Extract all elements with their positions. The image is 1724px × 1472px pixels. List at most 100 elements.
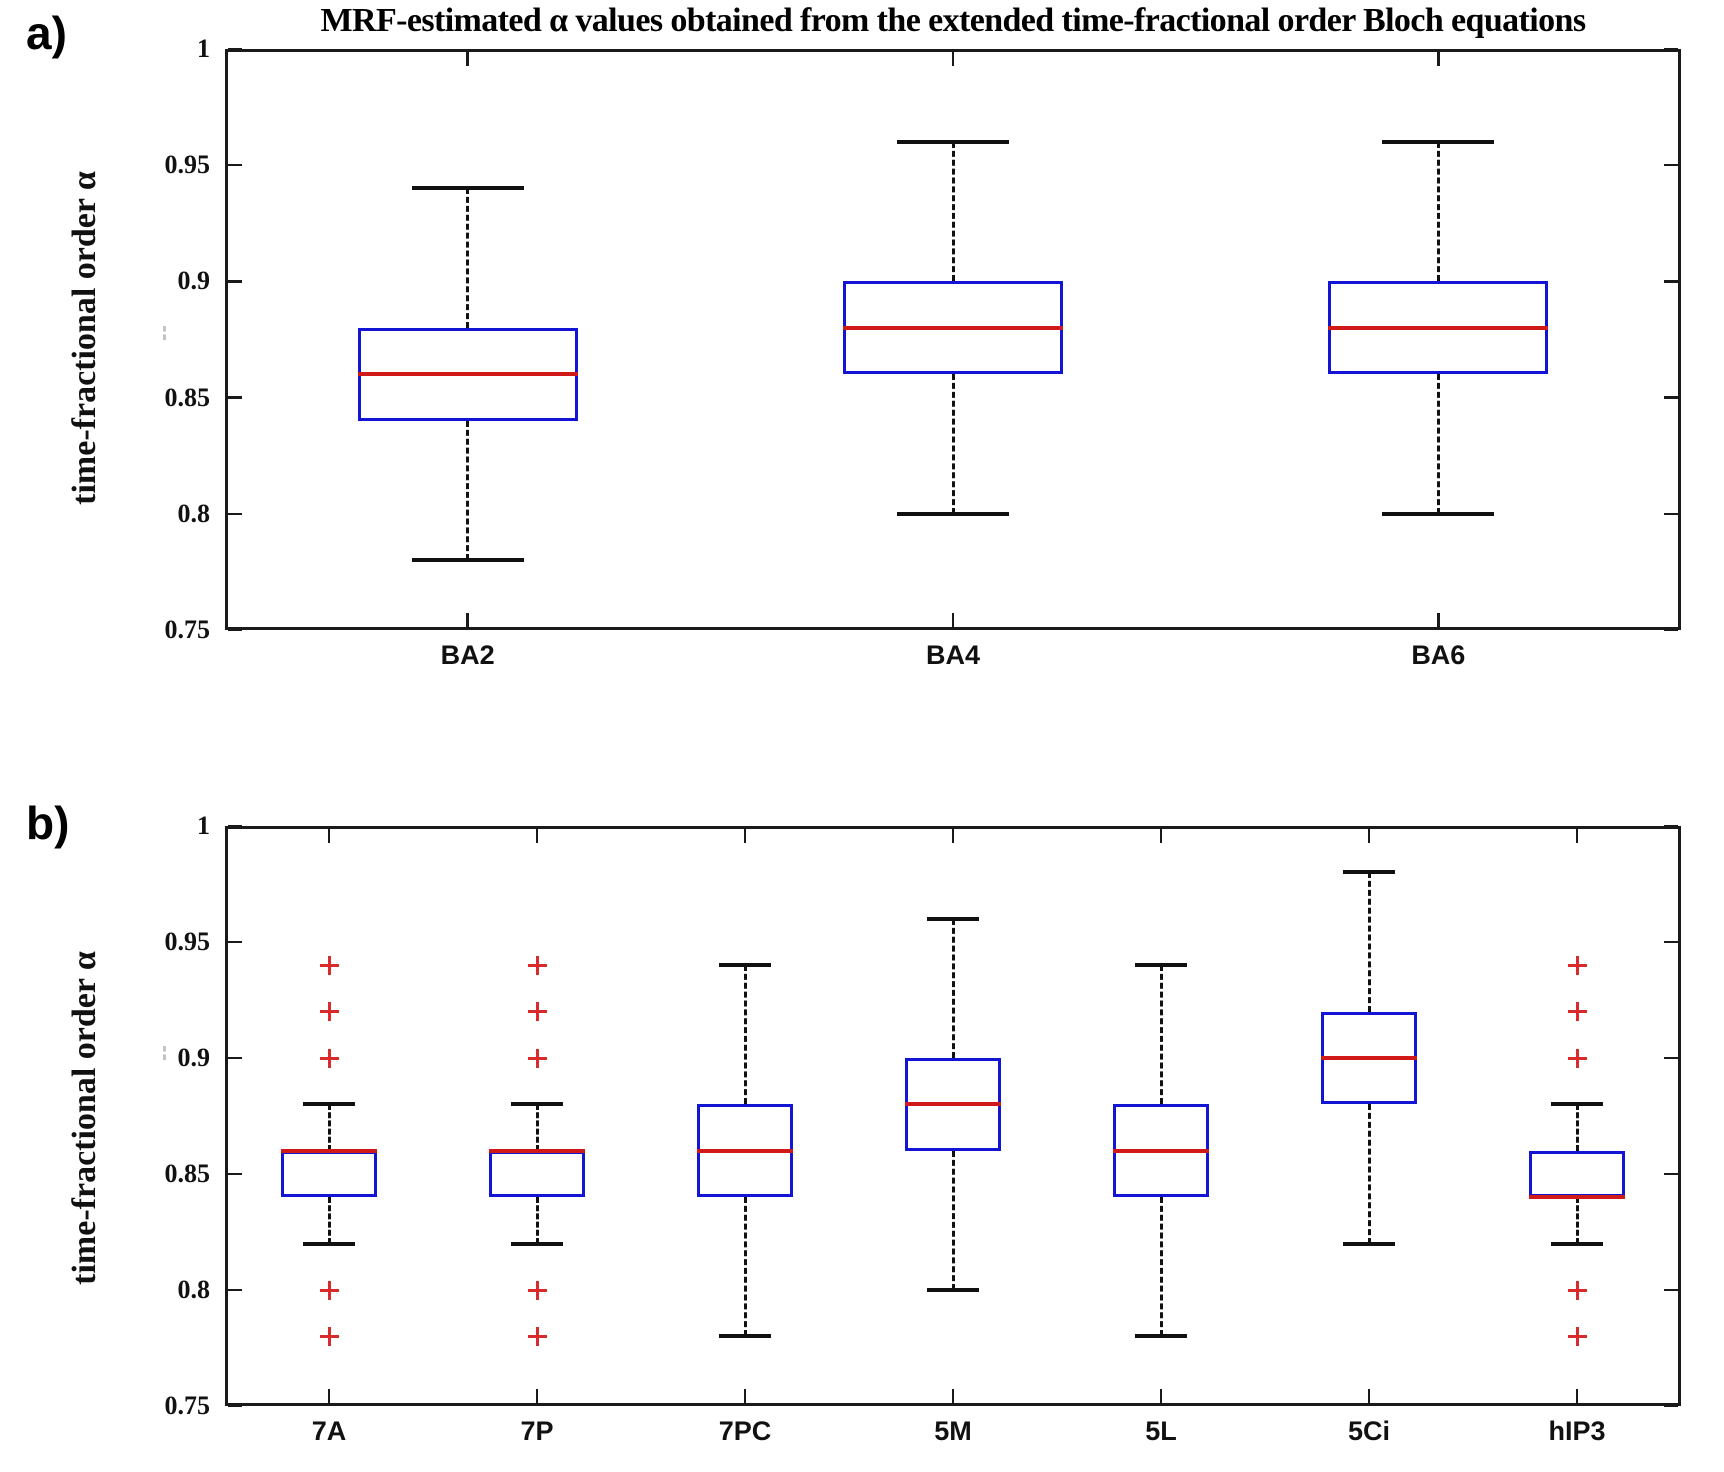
panel-b-outlier-marker-7A-0.8 — [319, 1280, 339, 1300]
panel-b-y-tick-label: 0.9 — [177, 1043, 211, 1072]
panel-a-y-tick-label: 0.9 — [177, 266, 211, 296]
panel-a-x-tick-top-BA4 — [951, 52, 955, 66]
panel-b-y-tick-left — [228, 940, 242, 944]
outlier-cross-vertical — [1575, 955, 1579, 975]
panel-a-x-tick-top-BA2 — [466, 52, 469, 66]
panel-a-x-category-label-BA6: BA6 — [1411, 640, 1466, 670]
panel-a-label: a) — [26, 7, 67, 59]
panel-b-outlier-marker-7P-0.9 — [527, 1048, 547, 1068]
stray-artifact — [163, 326, 166, 340]
panel-b-y-tick-left — [228, 1404, 242, 1408]
panel-b-lower-whisker-cap-7A — [303, 1241, 355, 1246]
outlier-cross-vertical — [327, 955, 331, 975]
panel-b-outlier-marker-7P-0.92 — [527, 1002, 547, 1022]
panel-b-y-tick-left — [228, 824, 242, 828]
panel-b-x-tick-top-7PC — [743, 829, 747, 843]
panel-b-median-line-7PC — [697, 1148, 793, 1153]
panel-b-outlier-marker-7A-0.78 — [319, 1326, 339, 1346]
panel-b-x-category-label-hIP3: hIP3 — [1548, 1416, 1606, 1446]
panel-b-outlier-marker-7P-0.78 — [527, 1326, 547, 1346]
panel-a-lower-whisker-cap-BA2 — [411, 558, 524, 563]
outlier-cross-vertical — [1575, 1002, 1579, 1022]
panel-b-x-tick-bottom-7A — [327, 1389, 331, 1403]
panel-b-x-tick-bottom-7PC — [743, 1389, 747, 1403]
outlier-cross-vertical — [1575, 1326, 1579, 1346]
panel-b-iqr-box-7P — [489, 1150, 585, 1198]
panel-b-y-tick-label: 0.85 — [164, 1159, 211, 1188]
panel-a-y-tick-left — [228, 280, 242, 283]
panel-b-x-tick-top-5M — [951, 829, 955, 843]
panel-b-outlier-marker-7P-0.94 — [527, 955, 547, 975]
panel-b-upper-whisker-cap-5M — [927, 916, 979, 921]
panel-b-x-tick-bottom-hIP3 — [1575, 1389, 1579, 1403]
panel-b-lower-whisker-7P — [535, 1197, 539, 1244]
panel-b-lower-whisker-cap-5L — [1135, 1334, 1187, 1339]
panel-b-iqr-box-7A — [281, 1150, 377, 1198]
panel-a-lower-whisker-BA4 — [951, 374, 955, 514]
panel-b-lower-whisker-7A — [327, 1197, 331, 1244]
panel-b-outlier-marker-hIP3-0.9 — [1567, 1048, 1587, 1068]
panel-b-upper-whisker-5Ci — [1367, 872, 1371, 1012]
panel-b-y-tick-right — [1664, 1056, 1678, 1060]
panel-a-y-tick-left — [228, 396, 242, 399]
panel-b-x-tick-top-7A — [327, 829, 331, 843]
panel-a-y-tick-left — [228, 47, 242, 51]
panel-a-y-tick-right — [1664, 512, 1678, 516]
panel-a-upper-whisker-cap-BA2 — [411, 186, 524, 191]
outlier-cross-vertical — [535, 1002, 539, 1022]
panel-b-upper-whisker-cap-7A — [303, 1102, 355, 1107]
panel-b-lower-whisker-cap-5M — [927, 1288, 979, 1292]
panel-b-lower-whisker-cap-7P — [511, 1241, 563, 1246]
panel-b-lower-whisker-cap-hIP3 — [1551, 1241, 1603, 1246]
panel-b-outlier-marker-hIP3-0.8 — [1567, 1280, 1587, 1300]
panel-b-x-tick-bottom-7P — [535, 1389, 539, 1403]
panel-b-median-line-hIP3 — [1529, 1195, 1625, 1200]
panel-a-upper-whisker-cap-BA4 — [897, 139, 1009, 144]
panel-b-x-category-label-7P: 7P — [520, 1416, 554, 1446]
panel-b-y-tick-right — [1664, 1404, 1678, 1408]
panel-a-upper-whisker-BA4 — [951, 141, 955, 282]
outlier-cross-vertical — [327, 1280, 331, 1300]
panel-b-outlier-marker-7P-0.8 — [527, 1280, 547, 1300]
panel-a-y-tick-right — [1664, 47, 1678, 51]
panel-b-y-tick-left — [228, 1288, 242, 1292]
panel-a-lower-whisker-BA6 — [1436, 374, 1440, 514]
panel-a-upper-whisker-BA6 — [1436, 141, 1440, 282]
panel-b-lower-whisker-7PC — [743, 1197, 747, 1337]
panel-b-y-tick-label: 0.8 — [177, 1275, 211, 1304]
panel-b-y-tick-right — [1664, 1172, 1678, 1176]
panel-a-y-tick-label: 0.8 — [177, 498, 211, 528]
panel-b-upper-whisker-cap-hIP3 — [1551, 1102, 1603, 1107]
panel-a-x-category-label-BA4: BA4 — [925, 640, 980, 670]
panel-b-outlier-marker-hIP3-0.78 — [1567, 1326, 1587, 1346]
panel-b-upper-whisker-5L — [1159, 965, 1163, 1105]
panel-b-x-tick-bottom-5Ci — [1367, 1389, 1371, 1403]
panel-b-outlier-marker-7A-0.94 — [319, 955, 339, 975]
panel-a-y-tick-left — [228, 512, 242, 516]
panel-a-y-tick-right — [1664, 163, 1678, 167]
outlier-cross-vertical — [327, 1048, 331, 1068]
panel-b-lower-whisker-hIP3 — [1575, 1197, 1579, 1244]
panel-b-median-line-5M — [905, 1102, 1001, 1107]
panel-b-upper-whisker-7P — [535, 1104, 539, 1151]
panel-b-lower-whisker-5Ci — [1367, 1104, 1371, 1244]
panel-a-median-line-BA2 — [357, 372, 578, 377]
panel-a-y-tick-label: 1 — [197, 34, 210, 63]
panel-b-upper-whisker-hIP3 — [1575, 1104, 1579, 1151]
panel-b-median-line-5L — [1113, 1148, 1209, 1153]
panel-a-x-tick-bottom-BA2 — [466, 613, 469, 627]
outlier-cross-vertical — [535, 955, 539, 975]
panel-a-median-line-BA6 — [1328, 325, 1549, 330]
panel-a-lower-whisker-cap-BA4 — [897, 511, 1009, 516]
panel-a-y-tick-label: 0.75 — [164, 615, 211, 644]
panel-b-x-category-label-5Ci: 5Ci — [1347, 1416, 1391, 1446]
panel-a-upper-whisker-BA2 — [466, 188, 470, 328]
panel-b-x-tick-bottom-5L — [1159, 1389, 1163, 1403]
panel-a-upper-whisker-cap-BA6 — [1382, 139, 1495, 144]
panel-b-y-tick-right — [1664, 824, 1678, 828]
panel-b-upper-whisker-cap-5Ci — [1343, 870, 1395, 875]
panel-b-x-tick-bottom-5M — [951, 1389, 955, 1403]
panel-b-outlier-marker-hIP3-0.94 — [1567, 955, 1587, 975]
panel-a-y-tick-label: 0.95 — [164, 150, 211, 180]
